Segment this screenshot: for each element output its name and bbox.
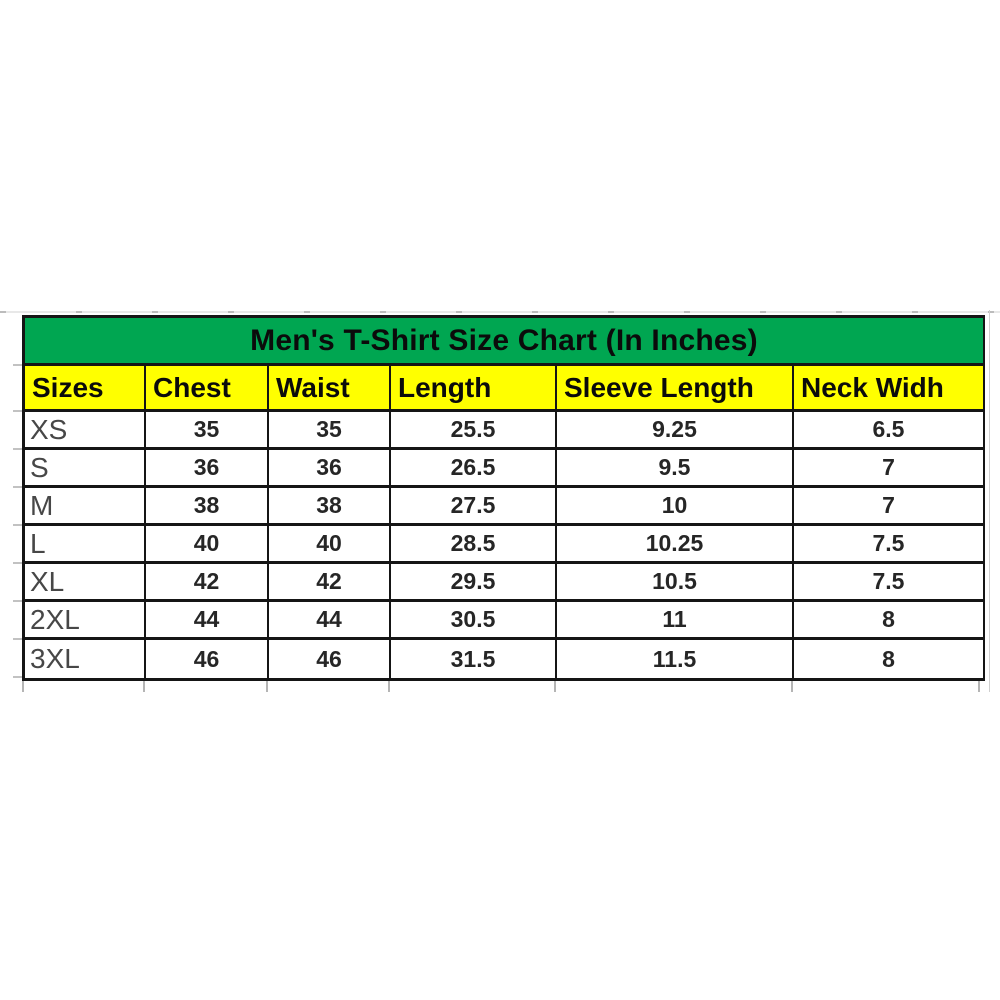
value-cell: 7 bbox=[882, 454, 895, 480]
table-row: S 36 36 26.5 9.5 7 bbox=[25, 450, 983, 488]
size-label: 3XL bbox=[25, 640, 146, 678]
size-label: M bbox=[25, 488, 146, 523]
column-header-sleeve-length: Sleeve Length bbox=[557, 366, 794, 409]
value-cell: 38 bbox=[146, 488, 269, 523]
value-cell: 30.5 bbox=[391, 602, 557, 637]
table-body: XS 35 35 25.5 9.25 6.5 S 36 36 26.5 9.5 7 M 38 38 27.5 1… bbox=[25, 412, 983, 678]
table-row: M 38 38 27.5 10 7 bbox=[25, 488, 983, 526]
value-cell: 46 bbox=[146, 640, 269, 678]
value-cell: 38 bbox=[269, 488, 391, 523]
value-cell: 40 bbox=[269, 526, 391, 561]
spreadsheet-gridline-artifact bbox=[13, 676, 22, 678]
value-cell: 9.25 bbox=[557, 412, 794, 447]
value-cell: 36 bbox=[269, 450, 391, 485]
value-cell: 44 bbox=[146, 602, 269, 637]
spreadsheet-gridline-artifact bbox=[13, 562, 22, 564]
size-label: S bbox=[25, 450, 146, 485]
spreadsheet-gridline-artifact bbox=[388, 681, 390, 692]
spreadsheet-gridline-artifact bbox=[13, 638, 22, 640]
size-chart-table: Men's T-Shirt Size Chart (In Inches) Siz… bbox=[22, 315, 985, 681]
value-cell: 9.5 bbox=[557, 450, 794, 485]
value-cell: 46 bbox=[269, 640, 391, 678]
size-label: XS bbox=[25, 412, 146, 447]
spreadsheet-gridline-artifact bbox=[989, 310, 990, 692]
table-row: 3XL 46 46 31.5 11.5 8 bbox=[25, 640, 983, 678]
value-cell: 8 bbox=[882, 645, 895, 672]
column-header-length: Length bbox=[391, 366, 557, 409]
table-row: 2XL 44 44 30.5 11 8 bbox=[25, 602, 983, 640]
table-row: XS 35 35 25.5 9.25 6.5 bbox=[25, 412, 983, 450]
value-cell: 10.5 bbox=[557, 564, 794, 599]
value-cell: 29.5 bbox=[391, 564, 557, 599]
value-cell: 26.5 bbox=[391, 450, 557, 485]
table-row: XL 42 42 29.5 10.5 7.5 bbox=[25, 564, 983, 602]
value-cell: 40 bbox=[146, 526, 269, 561]
value-cell: 7.5 bbox=[872, 530, 905, 556]
value-cell: 8 bbox=[882, 606, 895, 632]
value-cell: 10 bbox=[557, 488, 794, 523]
value-cell: 6.5 bbox=[872, 416, 905, 442]
spreadsheet-gridline-artifact bbox=[143, 681, 145, 692]
spreadsheet-gridline-artifact bbox=[266, 681, 268, 692]
value-cell: 28.5 bbox=[391, 526, 557, 561]
column-header-row: Sizes Chest Waist Length Sleeve Length Neck W… bbox=[25, 366, 983, 412]
value-cell: 11 bbox=[557, 602, 794, 637]
column-header-waist: Waist bbox=[269, 366, 391, 409]
value-cell: 42 bbox=[146, 564, 269, 599]
spreadsheet-gridline-artifact bbox=[13, 448, 22, 450]
value-cell: 42 bbox=[269, 564, 391, 599]
value-cell: 35 bbox=[146, 412, 269, 447]
value-cell: 35 bbox=[269, 412, 391, 447]
spreadsheet-gridline-artifact bbox=[22, 681, 24, 692]
spreadsheet-gridline-artifact bbox=[791, 681, 793, 692]
table-row: L 40 40 28.5 10.25 7.5 bbox=[25, 526, 983, 564]
value-cell: 10.25 bbox=[557, 526, 794, 561]
value-cell: 11.5 bbox=[557, 640, 794, 678]
spreadsheet-gridline-artifact bbox=[554, 681, 556, 692]
value-cell: 7.5 bbox=[872, 568, 905, 594]
spreadsheet-gridline-artifact bbox=[13, 524, 22, 526]
spreadsheet-gridline-artifact bbox=[13, 410, 22, 412]
size-label: 2XL bbox=[25, 602, 146, 637]
table-title: Men's T-Shirt Size Chart (In Inches) bbox=[25, 318, 983, 366]
value-cell: 36 bbox=[146, 450, 269, 485]
size-label: L bbox=[25, 526, 146, 561]
value-cell: 27.5 bbox=[391, 488, 557, 523]
value-cell: 44 bbox=[269, 602, 391, 637]
column-header-neck-widh: Neck Widh bbox=[801, 371, 944, 403]
spreadsheet-gridline-artifact bbox=[13, 364, 22, 366]
value-cell: 7 bbox=[882, 492, 895, 518]
value-cell: 31.5 bbox=[391, 640, 557, 678]
column-header-chest: Chest bbox=[146, 366, 269, 409]
spreadsheet-gridline-artifact bbox=[13, 486, 22, 488]
spreadsheet-gridline-artifact bbox=[978, 681, 980, 692]
spreadsheet-gridline-artifact bbox=[13, 600, 22, 602]
value-cell: 25.5 bbox=[391, 412, 557, 447]
size-label: XL bbox=[25, 564, 146, 599]
column-header-sizes: Sizes bbox=[25, 366, 146, 409]
spreadsheet-gridline-artifact bbox=[0, 311, 1000, 313]
